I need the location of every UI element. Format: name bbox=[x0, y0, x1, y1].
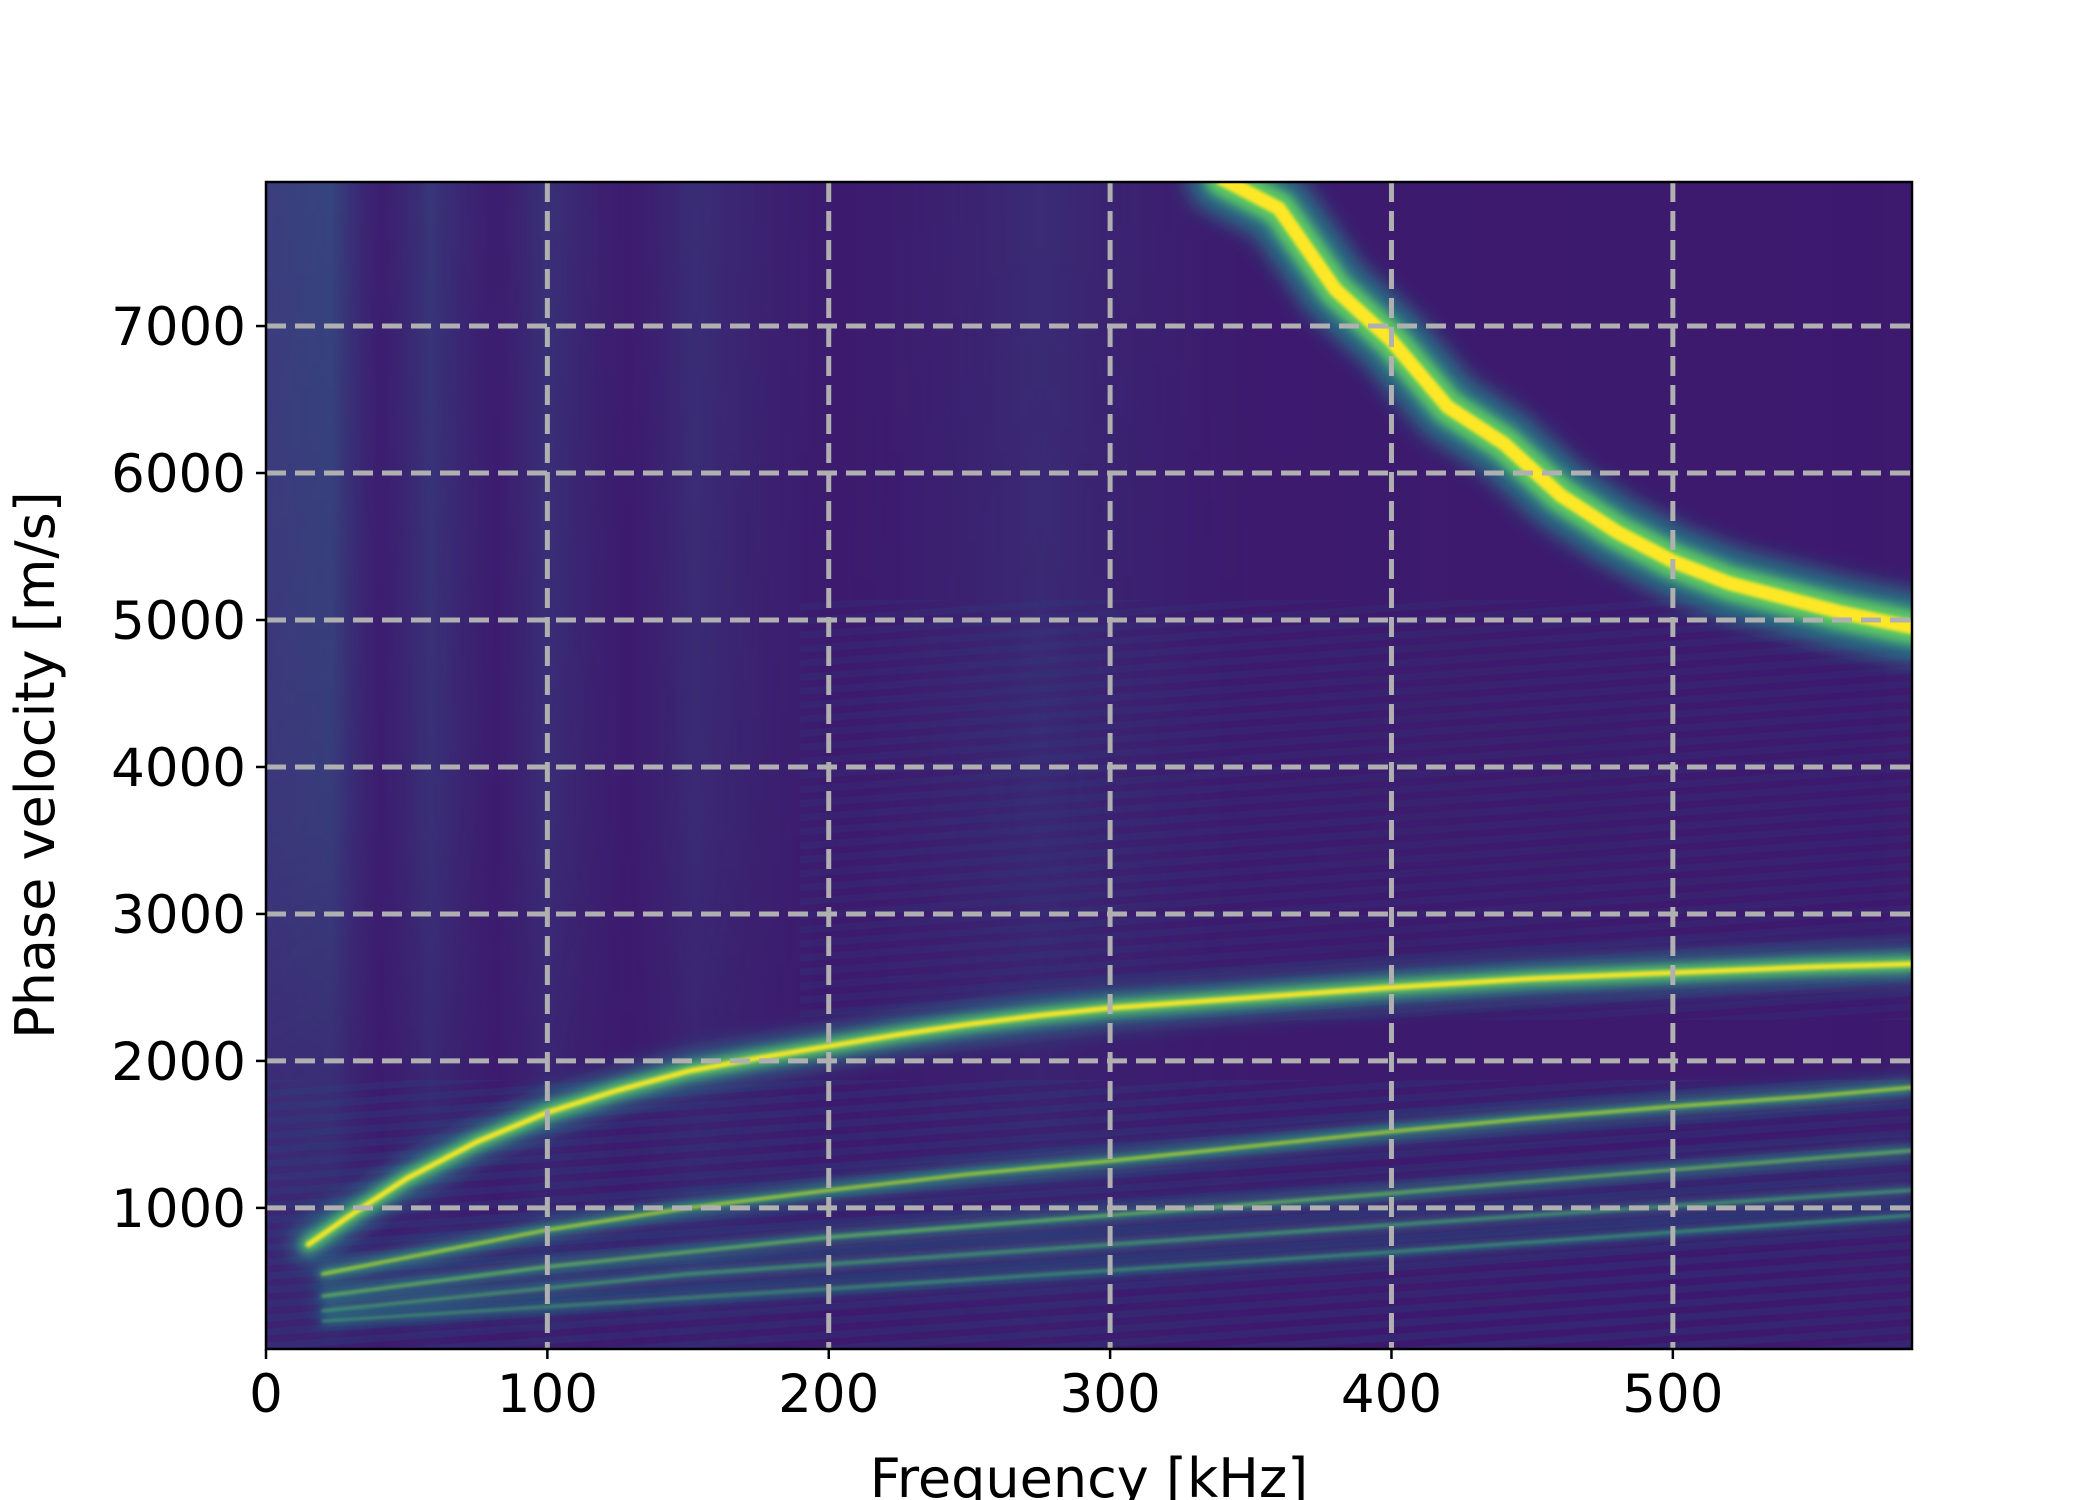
axis-ticks: 0 100 200 300 400 500 1000 2000 3000 4000 5000 6000… bbox=[111, 297, 1723, 1425]
x-tick-label: 500 bbox=[1622, 1364, 1723, 1425]
ridge-core-upper bbox=[1216, 182, 1912, 635]
ridge-core-main bbox=[305, 961, 1912, 1248]
x-tick-label: 200 bbox=[778, 1364, 879, 1425]
y-tick-label: 2000 bbox=[111, 1032, 246, 1093]
heatmap-fringe-band bbox=[800, 600, 1912, 1020]
plot-frame bbox=[264, 180, 1914, 1351]
x-tick-label: 400 bbox=[1341, 1364, 1442, 1425]
y-tick-label: 3000 bbox=[111, 885, 246, 946]
x-tick-label: 0 bbox=[249, 1364, 283, 1425]
x-axis-title: Frequency [kHz] bbox=[870, 1447, 1309, 1500]
heatmap-plot bbox=[266, 182, 1912, 1349]
x-tick-label: 300 bbox=[1060, 1364, 1161, 1425]
y-axis-title: Phase velocity [m/s] bbox=[4, 491, 67, 1039]
grid bbox=[266, 182, 1912, 1349]
y-tick-label: 6000 bbox=[111, 444, 246, 505]
y-tick-label: 4000 bbox=[111, 738, 246, 799]
y-tick-label: 1000 bbox=[111, 1179, 246, 1240]
x-tick-label: 100 bbox=[497, 1364, 598, 1425]
y-tick-label: 7000 bbox=[111, 297, 246, 358]
y-tick-label: 5000 bbox=[111, 591, 246, 652]
